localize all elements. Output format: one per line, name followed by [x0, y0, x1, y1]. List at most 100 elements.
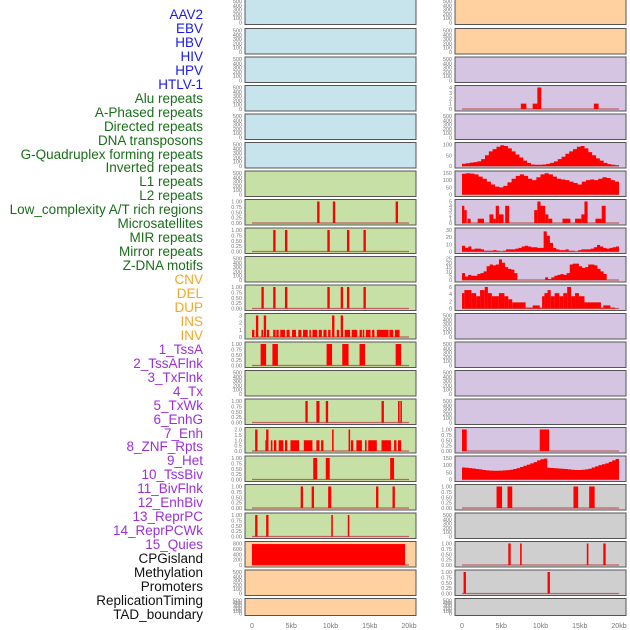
y-tick-label: 500	[233, 0, 242, 5]
y-tick-label: 4	[449, 86, 452, 92]
y-tick-label: 300	[233, 265, 242, 271]
y-tick-label: 0.25	[231, 358, 242, 364]
row-label: DUP	[174, 299, 203, 315]
panel-background	[244, 398, 417, 425]
y-tick-label: 0.50	[231, 239, 242, 245]
data-bar	[273, 287, 276, 309]
y-tick-label: 0.75	[231, 404, 242, 410]
y-tick-label: 100	[233, 609, 242, 615]
data-bar	[359, 329, 362, 337]
row-label: CPGisland	[138, 551, 203, 567]
data-bar	[327, 287, 330, 309]
data-bar	[595, 218, 602, 223]
row-label: 9_Het	[166, 453, 203, 469]
y-tick-label: 0.00	[441, 449, 452, 455]
y-tick-label: 300	[443, 66, 452, 72]
data-bar	[480, 290, 485, 309]
y-tick-label: 0.00	[231, 364, 242, 370]
y-tick-label: 0	[449, 21, 452, 27]
y-tick-label: 300	[443, 322, 452, 328]
panel-background	[454, 512, 627, 539]
y-tick-label: 5	[449, 200, 452, 206]
y-tick-label: 200	[233, 184, 242, 190]
y-tick-label: 0.75	[231, 490, 242, 496]
y-tick-label: 200	[443, 606, 452, 612]
data-bar	[273, 329, 276, 337]
data-bar	[363, 230, 366, 252]
data-bar	[390, 458, 395, 480]
y-tick-label: 1.0	[234, 438, 242, 444]
y-tick-label: 0.25	[231, 472, 242, 478]
panel-background	[244, 598, 417, 616]
y-tick-label: 0.00	[231, 535, 242, 541]
y-tick-label: 100	[443, 131, 452, 137]
y-tick-label: 300	[233, 94, 242, 100]
y-tick-label: 0.25	[441, 558, 452, 564]
data-bar	[347, 515, 350, 537]
data-bar	[395, 201, 399, 223]
data-bar	[284, 440, 288, 451]
data-bar	[351, 329, 358, 337]
y-tick-label: 400	[443, 3, 452, 9]
row-label: 1_TssA	[158, 341, 203, 357]
y-tick-label: 1.00	[231, 228, 242, 234]
y-tick-label: 0	[239, 136, 242, 142]
y-tick-label: 0.75	[231, 518, 242, 524]
data-bar	[544, 293, 548, 309]
y-tick-label: 200	[443, 412, 452, 418]
panel-background	[244, 199, 417, 226]
y-tick-label: 500	[233, 171, 242, 177]
y-tick-label: 0.75	[441, 490, 452, 496]
y-tick-label: 100	[233, 388, 242, 394]
y-tick-label: 600	[233, 547, 242, 553]
y-tick-label: 1.5	[234, 433, 242, 439]
data-bar	[356, 440, 362, 451]
data-bar	[563, 293, 568, 309]
data-bar	[346, 230, 350, 252]
y-tick-label: 1.00	[231, 285, 242, 291]
row-label: 10_TssBiv	[141, 467, 203, 483]
data-bar	[610, 307, 616, 309]
y-tick-label: 400	[443, 61, 452, 67]
y-tick-label: 0.50	[231, 410, 242, 416]
y-tick-label: 0.75	[231, 347, 242, 353]
data-bar	[573, 486, 579, 508]
y-tick-label: 0	[449, 392, 452, 398]
row-label: DEL	[176, 286, 203, 301]
y-tick-label: 400	[233, 601, 242, 607]
data-bar	[498, 214, 504, 223]
y-tick-label: 400	[443, 403, 452, 409]
data-bar	[340, 315, 344, 337]
data-area	[462, 458, 619, 480]
data-bar	[464, 290, 472, 309]
y-tick-label: 400	[443, 375, 452, 381]
row-label: Directed repeats	[103, 118, 203, 134]
row-label: AAV2	[169, 7, 203, 22]
data-bar	[266, 329, 270, 337]
data-bar	[266, 515, 269, 537]
data-area	[462, 231, 619, 252]
data-bar	[400, 401, 402, 423]
y-tick-label: 100	[443, 74, 452, 80]
y-tick-label: 0.00	[231, 307, 242, 313]
row-label: 13_ReprPC	[132, 509, 203, 525]
y-tick-label: 0.50	[441, 438, 452, 444]
y-tick-label: 0	[239, 79, 242, 85]
y-tick-label: 0	[239, 563, 242, 569]
y-tick-label: 300	[233, 180, 242, 186]
y-tick-label: 500	[233, 371, 242, 377]
data-bar	[489, 214, 494, 223]
y-tick-label: 0	[239, 21, 242, 27]
y-tick-label: 200	[443, 526, 452, 532]
y-tick-label: 3	[449, 91, 452, 97]
y-tick-label: 0	[449, 136, 452, 142]
data-bar	[508, 299, 513, 309]
data-bar	[332, 429, 334, 451]
data-bar	[550, 296, 555, 309]
y-tick-label: 0	[449, 535, 452, 541]
y-tick-label: 200	[233, 12, 242, 18]
y-tick-label: 500	[233, 114, 242, 120]
y-tick-label: 100	[443, 16, 452, 22]
data-bar	[328, 486, 332, 508]
y-tick-label: 100	[233, 131, 242, 137]
